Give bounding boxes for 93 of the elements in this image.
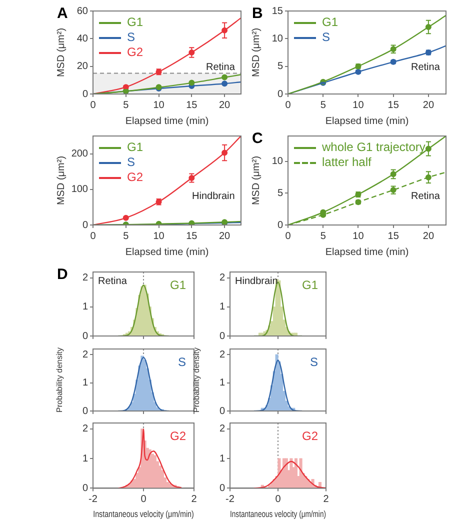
annotation: Retina <box>206 62 235 74</box>
chart-title: B <box>252 5 263 22</box>
y-tick-label: 15 <box>272 6 284 17</box>
series-label: G1 <box>302 278 318 292</box>
chart-title: C <box>252 130 263 147</box>
x-tick-label: 10 <box>352 230 364 242</box>
y-tick-label: 0 <box>82 330 88 342</box>
legend-label: G1 <box>127 15 144 29</box>
x-tick-label: 10 <box>153 230 165 242</box>
y-tick-label: 40 <box>76 33 88 44</box>
y-tick-label: 1 <box>82 378 88 389</box>
y-tick-label: 0 <box>219 330 226 342</box>
series-label: G2 <box>302 429 318 443</box>
y-tick-label: 0 <box>277 220 284 231</box>
y-tick-label: 0 <box>219 482 226 494</box>
text: S <box>310 355 318 369</box>
x-tick-label: 0 <box>285 230 292 242</box>
y-tick-label: 0 <box>82 88 88 100</box>
x-tick-label: -2 <box>226 494 235 505</box>
y-tick-label: 0 <box>82 220 88 231</box>
x-tick-label: 5 <box>320 230 326 242</box>
y-tick-label: 10 <box>272 33 284 44</box>
y-axis-title: MSD (μm²) <box>56 156 67 206</box>
x-axis-title: Elapsed time (min) <box>325 116 409 127</box>
x-tick-label: 10 <box>352 100 364 111</box>
y-axis-title: MSD (μm²) <box>250 28 262 78</box>
y-tick-label: 100 <box>71 184 88 196</box>
x-tick-label: 10 <box>153 100 165 111</box>
chart-title: D <box>57 266 68 283</box>
x-tick-label: 15 <box>186 100 198 111</box>
x-tick-label: 2 <box>191 494 198 505</box>
legend-label: S <box>127 30 136 44</box>
y-tick-label: 0 <box>219 406 226 417</box>
x-tick-label: 15 <box>388 100 400 111</box>
series-label: G1 <box>170 278 186 292</box>
y-tick-label: 2 <box>219 349 226 360</box>
y-axis-title: MSD (μm²) <box>250 156 262 206</box>
y-tick-label: 10 <box>272 156 284 168</box>
y-tick-label: 1 <box>82 302 88 313</box>
x-tick-label: 0 <box>90 100 96 111</box>
legend-label: whole G1 trajectory <box>322 140 426 154</box>
x-tick-label: 15 <box>388 230 400 242</box>
x-tick-label: 15 <box>186 230 198 242</box>
x-tick-label: 20 <box>422 230 434 242</box>
legend-label: G2 <box>127 45 144 59</box>
y-tick-label: 0 <box>82 406 88 417</box>
y-axis-title: MSD (μm²) <box>56 28 67 78</box>
chart-title: A <box>57 5 68 22</box>
annotation: Retina <box>411 62 440 74</box>
x-tick-label: 20 <box>422 100 434 111</box>
y-tick-label: 2 <box>219 272 226 284</box>
x-axis-title: Elapsed time (min) <box>325 246 409 258</box>
y-tick-label: 5 <box>277 188 284 199</box>
x-tick-label: 5 <box>123 100 130 111</box>
y-tick-label: 2 <box>219 424 226 435</box>
x-axis-title: Instantaneous velocity (μm/min) <box>93 509 194 520</box>
annotation: Hindbrain <box>192 191 235 202</box>
y-tick-label: 1 <box>219 453 226 464</box>
y-tick-label: 2 <box>82 272 88 284</box>
legend-label: G1 <box>127 140 144 154</box>
y-tick-label: 0 <box>277 88 284 100</box>
annotation: Retina <box>98 276 127 287</box>
y-tick-label: 20 <box>76 61 88 72</box>
x-tick-label: 0 <box>285 100 292 111</box>
legend-label: G2 <box>127 170 144 184</box>
y-tick-label: 0 <box>82 482 88 494</box>
y-tick-label: 2 <box>82 349 88 360</box>
annotation: Retina <box>411 191 440 202</box>
x-axis-title: Elapsed time (min) <box>125 246 209 258</box>
legend-label: S <box>322 30 330 44</box>
x-axis-title: Elapsed time (min) <box>125 116 209 127</box>
text: S <box>178 355 186 369</box>
x-tick-label: 0 <box>90 230 96 242</box>
y-tick-label: 60 <box>76 6 88 17</box>
legend-label: S <box>127 155 136 169</box>
y-axis-title: Probability density <box>192 348 202 412</box>
annotation: Hindbrain <box>235 276 278 287</box>
y-tick-label: 1 <box>82 453 88 464</box>
x-axis-title: Instantaneous velocity (μm/min) <box>230 509 326 520</box>
legend-label: latter half <box>322 155 372 169</box>
y-tick-label: 5 <box>277 61 284 72</box>
x-tick-label: -2 <box>88 494 98 505</box>
x-tick-label: 5 <box>320 100 326 111</box>
y-axis-title: Probability density <box>55 348 64 412</box>
series-label: G2 <box>170 429 186 443</box>
y-tick-label: 1 <box>219 302 226 313</box>
y-tick-label: 1 <box>219 378 226 389</box>
y-tick-label: 200 <box>71 148 88 160</box>
x-tick-label: 5 <box>123 230 130 242</box>
x-tick-label: 2 <box>323 494 330 505</box>
y-tick-label: 2 <box>82 424 88 435</box>
x-tick-label: 0 <box>140 494 147 505</box>
legend-label: G1 <box>322 15 338 29</box>
